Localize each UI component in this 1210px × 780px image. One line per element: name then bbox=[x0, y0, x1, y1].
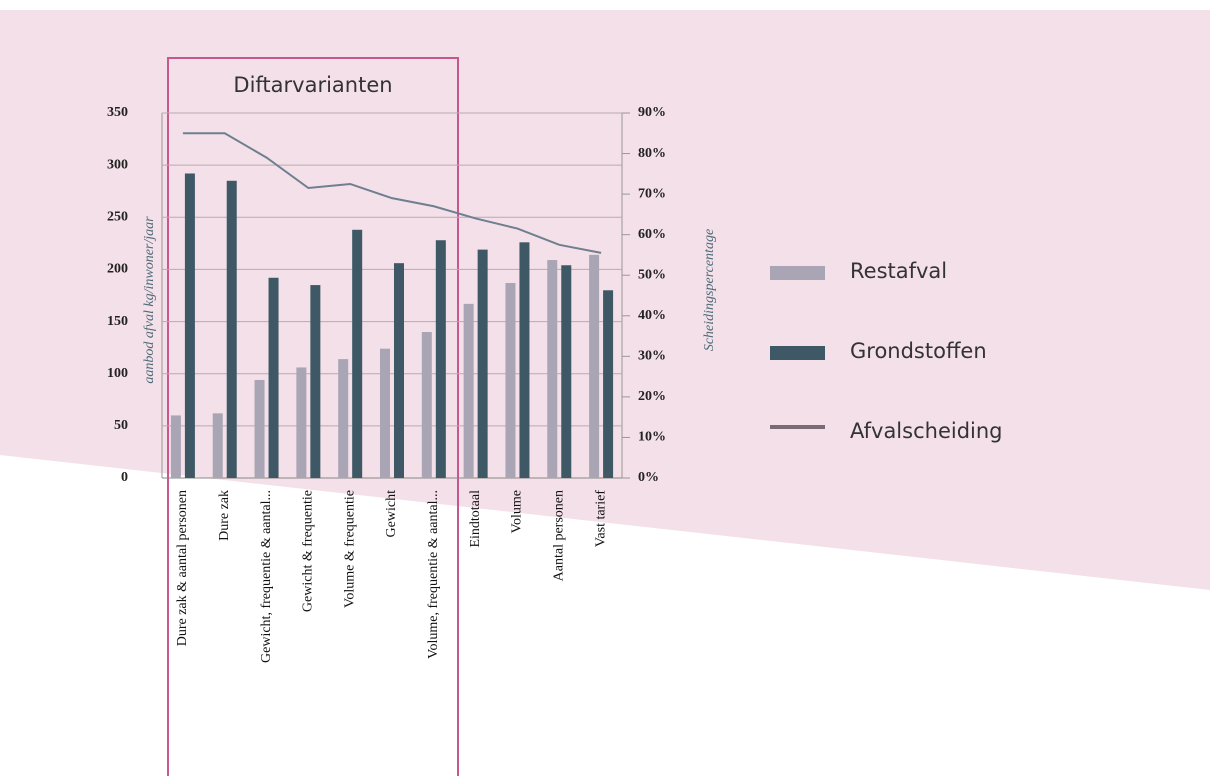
x-tick-label: Volume, frequentie & aantal... bbox=[426, 490, 441, 659]
y2-tick-label: 80% bbox=[638, 146, 666, 161]
bar bbox=[296, 367, 307, 478]
line bbox=[182, 132, 602, 254]
bar bbox=[463, 303, 474, 478]
bar bbox=[184, 173, 195, 478]
x-tick-label: Gewicht, frequentie & aantal... bbox=[259, 490, 274, 663]
y-tick-label: 300 bbox=[107, 157, 128, 172]
bar bbox=[519, 242, 530, 478]
x-tick-label: Gewicht bbox=[384, 490, 399, 538]
y2-tick-label: 50% bbox=[638, 267, 666, 282]
bar bbox=[421, 332, 432, 478]
y-tick-label: 0 bbox=[121, 470, 128, 485]
y-tick-label: 350 bbox=[107, 105, 128, 120]
bar bbox=[603, 290, 614, 478]
y2-tick-label: 40% bbox=[638, 308, 666, 323]
x-tick-label: Vast tarief bbox=[593, 490, 608, 547]
y2-tick-label: 70% bbox=[638, 186, 666, 201]
legend-swatch bbox=[770, 346, 825, 360]
bar bbox=[212, 413, 223, 478]
legend-label: Grondstoffen bbox=[850, 339, 987, 363]
x-tick-label: Eindtotaal bbox=[468, 490, 483, 548]
y2-tick-label: 30% bbox=[638, 349, 666, 364]
x-tick-label: Volume & frequentie bbox=[342, 490, 357, 608]
legend-label: Afvalscheiding bbox=[850, 419, 1003, 443]
y-tick-label: 100 bbox=[107, 366, 128, 381]
y-tick-label: 250 bbox=[107, 210, 128, 225]
bar bbox=[254, 379, 265, 478]
y-axis-label: aanbod afval kg/inwoner/jaar bbox=[142, 216, 157, 384]
bar bbox=[226, 180, 237, 479]
bar bbox=[561, 265, 572, 478]
bar bbox=[477, 249, 488, 478]
y-tick-label: 200 bbox=[107, 262, 128, 277]
y-tick-label: 150 bbox=[107, 314, 128, 329]
bar bbox=[170, 415, 181, 478]
y2-tick-label: 60% bbox=[638, 227, 666, 242]
x-tick-label: Dure zak & aantal personen bbox=[175, 490, 190, 646]
y2-tick-label: 90% bbox=[638, 105, 666, 120]
bar bbox=[435, 240, 446, 478]
y2-tick-label: 10% bbox=[638, 430, 666, 445]
bar bbox=[352, 229, 363, 478]
highlight-box bbox=[167, 57, 459, 780]
y2-tick-label: 0% bbox=[638, 470, 659, 485]
bar bbox=[589, 254, 600, 478]
x-tick-label: Gewicht & frequentie bbox=[301, 490, 316, 612]
bar bbox=[394, 263, 404, 478]
bar bbox=[338, 359, 349, 478]
bar bbox=[310, 285, 321, 478]
legend-label: Restafval bbox=[850, 259, 947, 283]
bar bbox=[547, 260, 558, 478]
annotation: Diftarvarianten bbox=[233, 73, 392, 97]
x-tick-label: Volume bbox=[510, 490, 525, 533]
x-tick-label: Aantal personen bbox=[551, 490, 566, 581]
bar bbox=[505, 282, 516, 478]
x-tick-label: Dure zak bbox=[217, 490, 232, 541]
y2-axis-label: Scheidingspercentage bbox=[702, 229, 717, 351]
bar bbox=[268, 277, 279, 478]
legend-swatch bbox=[770, 266, 825, 280]
y-tick-label: 50 bbox=[114, 418, 128, 433]
y2-tick-label: 20% bbox=[638, 389, 666, 404]
bar bbox=[380, 348, 390, 478]
